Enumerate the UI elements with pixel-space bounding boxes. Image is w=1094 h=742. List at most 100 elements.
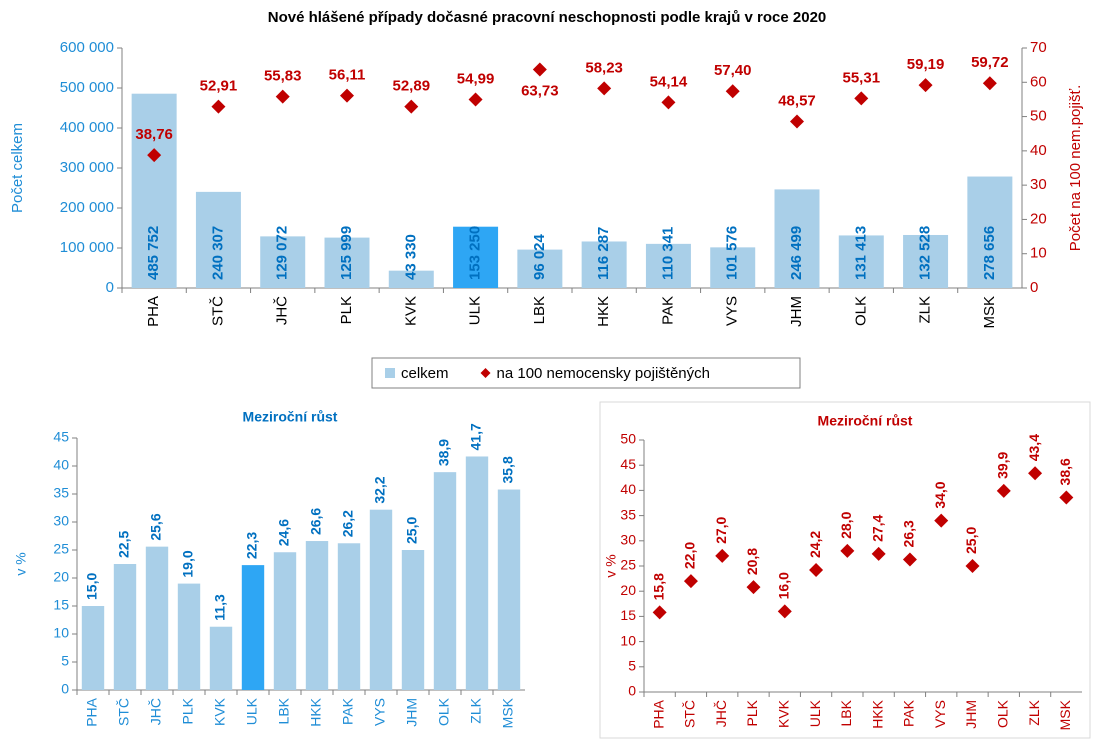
- y-tick-label: 20: [620, 582, 636, 598]
- point: [715, 548, 730, 563]
- point: [902, 552, 917, 567]
- legend-swatch: [480, 368, 491, 378]
- x-tick-label: MSK: [981, 296, 998, 329]
- x-tick-label: PAK: [659, 296, 676, 325]
- y-tick-label: 0: [106, 279, 114, 296]
- x-tick-label: OLK: [852, 296, 869, 326]
- point: [1028, 466, 1043, 481]
- y-tick-label: 500 000: [60, 79, 114, 96]
- x-tick-label: JHM: [788, 296, 805, 327]
- bar: [581, 241, 627, 288]
- data-label: 485 752: [145, 226, 162, 280]
- bar: [838, 235, 884, 288]
- data-label: 26,3: [901, 520, 917, 547]
- y-tick-label: 30: [1030, 176, 1047, 193]
- x-tick-label: STČ: [682, 700, 698, 728]
- y-tick-label: 20: [1030, 210, 1047, 227]
- bar: [145, 546, 169, 690]
- point: [468, 92, 483, 107]
- bar: [113, 564, 137, 690]
- x-tick-label: KVK: [775, 699, 791, 728]
- y-tick-label: 70: [1030, 39, 1047, 56]
- point: [996, 483, 1011, 498]
- data-label: 132 528: [917, 226, 934, 280]
- data-label: 63,73: [521, 82, 559, 99]
- y-tick-label: 40: [620, 481, 636, 497]
- data-label: 59,72: [971, 54, 1009, 71]
- data-label: 32,2: [372, 476, 388, 503]
- data-label: 246 499: [788, 226, 805, 280]
- y-tick-label: 40: [53, 457, 69, 473]
- point: [1059, 490, 1074, 505]
- x-tick-label: LBK: [531, 296, 548, 324]
- x-tick-label: PAK: [340, 697, 356, 725]
- data-label: 19,0: [180, 550, 196, 577]
- bar: [209, 626, 233, 690]
- x-tick-label: ZLK: [1026, 699, 1042, 725]
- data-label: 129 072: [274, 226, 291, 280]
- bar: [517, 249, 563, 288]
- x-tick-label: KVK: [212, 697, 228, 726]
- x-tick-label: LBK: [838, 699, 854, 726]
- data-label: 56,11: [329, 67, 366, 84]
- bar: [195, 191, 241, 288]
- x-tick-label: PHA: [84, 697, 100, 726]
- data-label: 25,0: [963, 527, 979, 554]
- data-label: 125 999: [338, 226, 355, 280]
- y-tick-label: 0: [61, 681, 69, 697]
- x-tick-label: PLK: [180, 697, 196, 724]
- x-tick-label: JHM: [963, 700, 979, 729]
- y-tick-label: 400 000: [60, 119, 114, 136]
- x-tick-label: JHM: [404, 698, 420, 727]
- legend-label: celkem: [401, 365, 449, 382]
- x-tick-label: VYS: [932, 700, 948, 728]
- y-tick-label: 10: [620, 632, 636, 648]
- bar: [710, 247, 756, 288]
- x-tick-label: PLK: [744, 699, 760, 726]
- point: [777, 604, 792, 619]
- data-label: 22,3: [244, 532, 260, 559]
- data-label: 27,4: [869, 514, 885, 541]
- x-tick-label: VYS: [724, 296, 741, 326]
- y-axis-label: v %: [13, 552, 29, 575]
- data-label: 57,40: [714, 62, 752, 79]
- bar: [337, 543, 361, 690]
- point: [275, 89, 290, 104]
- bar: [465, 456, 489, 690]
- x-tick-label: JHČ: [274, 296, 291, 325]
- data-label: 55,83: [264, 68, 302, 85]
- data-label: 22,0: [682, 542, 698, 569]
- data-label: 96 024: [531, 233, 548, 280]
- data-label: 38,76: [135, 126, 173, 143]
- data-label: 11,3: [212, 594, 228, 621]
- point: [597, 81, 612, 96]
- x-tick-label: MSK: [500, 697, 516, 728]
- data-label: 38,9: [436, 439, 452, 466]
- data-label: 28,0: [838, 511, 854, 538]
- data-label: 48,57: [778, 92, 816, 109]
- data-label: 20,8: [744, 548, 760, 575]
- point: [404, 99, 419, 114]
- y-tick-label: 40: [1030, 142, 1047, 159]
- data-label: 25,6: [148, 513, 164, 540]
- chart-title: Meziroční růst: [243, 409, 338, 425]
- data-label: 54,14: [650, 73, 688, 90]
- point: [982, 76, 997, 91]
- data-label: 15,8: [650, 573, 666, 600]
- y-tick-label: 600 000: [60, 39, 114, 56]
- y-axis-label: v %: [603, 554, 619, 577]
- bar: [260, 236, 306, 288]
- data-label: 27,0: [713, 516, 729, 543]
- y2-axis-label: Počet na 100 nem.pojišť.: [1067, 85, 1084, 252]
- point: [725, 84, 740, 99]
- y-tick-label: 10: [1030, 245, 1047, 262]
- point: [147, 148, 162, 163]
- x-tick-label: PLK: [338, 296, 355, 324]
- y-tick-label: 60: [1030, 73, 1047, 90]
- x-tick-label: ULK: [807, 699, 823, 727]
- data-label: 55,31: [843, 69, 881, 86]
- point: [809, 563, 824, 578]
- data-label: 116 287: [595, 227, 612, 280]
- bar: [903, 234, 949, 288]
- x-tick-label: STČ: [209, 296, 226, 326]
